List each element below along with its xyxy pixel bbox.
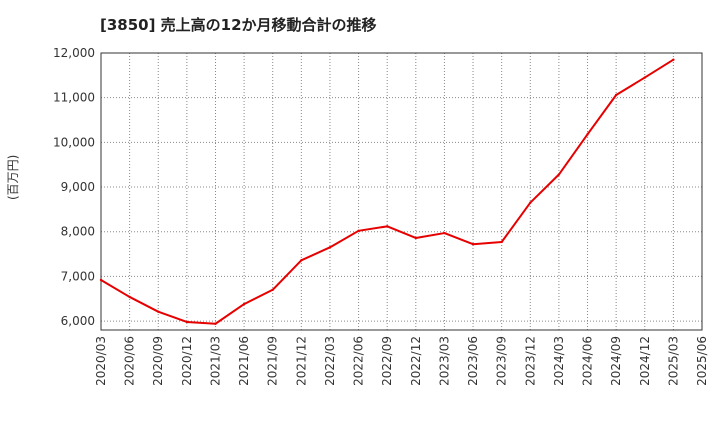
x-tick-label: 2021/09 xyxy=(266,336,280,386)
plot-area-frame xyxy=(100,52,703,331)
data-point xyxy=(128,295,131,299)
data-point xyxy=(328,246,332,249)
x-tick-label: 2024/12 xyxy=(638,336,652,386)
x-tick-label: 2022/03 xyxy=(323,336,337,386)
x-tick-label: 2025/03 xyxy=(666,336,680,386)
x-tick-label: 2022/09 xyxy=(380,336,394,386)
x-tick-label: 2021/06 xyxy=(237,336,251,386)
x-tick-label: 2020/12 xyxy=(180,336,194,386)
data-point xyxy=(614,93,618,97)
x-tick-label: 2023/06 xyxy=(466,336,480,386)
y-tick-label: 12,000 xyxy=(53,46,95,60)
x-tick-label: 2021/12 xyxy=(294,336,308,386)
data-point xyxy=(185,320,189,324)
data-point xyxy=(300,259,303,262)
x-tick-label: 2023/12 xyxy=(523,336,537,386)
x-tick-label: 2024/09 xyxy=(609,336,623,386)
y-tick-label: 9,000 xyxy=(61,180,95,194)
x-tick-label: 2024/03 xyxy=(552,336,566,386)
data-point xyxy=(414,236,418,240)
data-point xyxy=(557,173,561,176)
data-point xyxy=(357,229,360,233)
data-point xyxy=(242,302,246,306)
y-tick-label: 10,000 xyxy=(53,135,95,149)
data-point xyxy=(385,225,389,228)
data-point xyxy=(586,133,589,136)
x-tick-label: 2022/06 xyxy=(352,336,366,386)
data-point xyxy=(443,231,446,235)
x-tick-label: 2023/09 xyxy=(495,336,509,386)
x-tick-label: 2020/03 xyxy=(94,336,108,386)
data-point xyxy=(157,310,160,313)
data-point xyxy=(99,278,103,282)
data-point xyxy=(500,240,503,244)
data-point xyxy=(471,243,475,246)
x-tick-label: 2024/06 xyxy=(581,336,595,386)
data-point xyxy=(214,322,217,325)
y-tick-label: 7,000 xyxy=(61,269,95,283)
x-tick-label: 2020/06 xyxy=(123,336,137,386)
y-tick-label: 6,000 xyxy=(61,314,95,328)
x-tick-label: 2023/03 xyxy=(437,336,451,386)
chart-title: [3850] 売上高の12か月移動合計の推移 xyxy=(100,16,377,34)
data-point xyxy=(672,58,675,61)
data-point xyxy=(271,288,274,291)
x-tick-label: 2021/03 xyxy=(208,336,222,386)
y-tick-label: 8,000 xyxy=(61,225,95,239)
x-tick-label: 2020/09 xyxy=(151,336,165,386)
y-tick-label: 11,000 xyxy=(53,91,95,105)
data-point xyxy=(529,201,532,204)
data-point xyxy=(643,76,646,79)
x-tick-label: 2022/12 xyxy=(409,336,423,386)
x-tick-label: 2025/06 xyxy=(695,336,709,386)
